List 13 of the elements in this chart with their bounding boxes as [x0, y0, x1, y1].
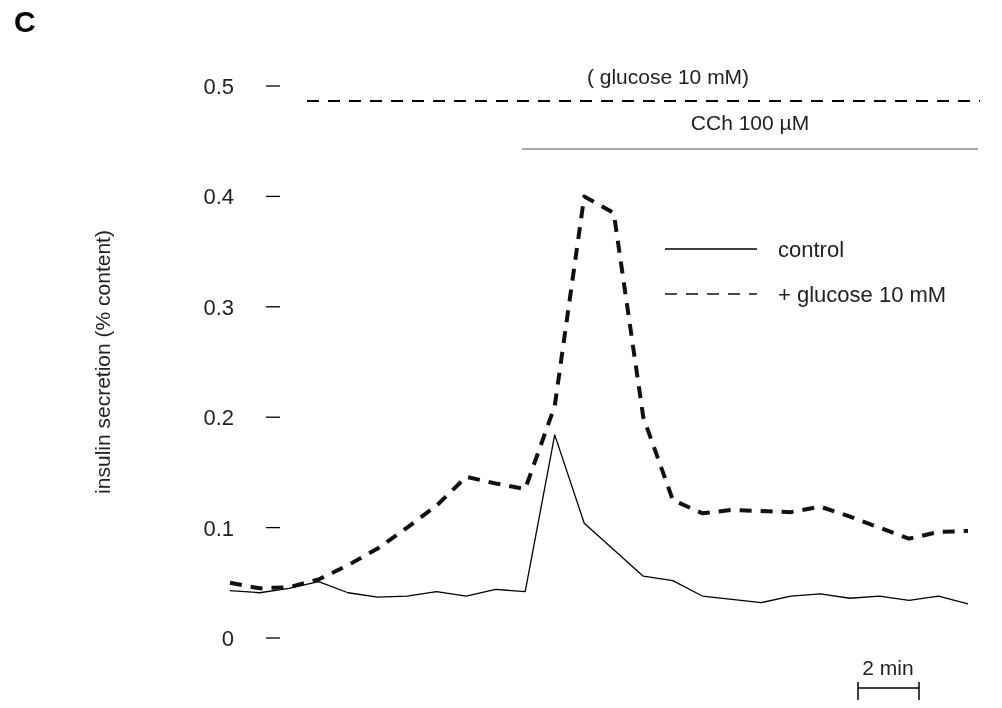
y-tick-label: 0.2 — [203, 405, 234, 431]
legend-label: + glucose 10 mM — [778, 282, 947, 307]
legend-label: control — [778, 237, 845, 262]
y-tick-label: 0.3 — [203, 294, 234, 320]
annotation: ( glucose 10 mM) — [586, 65, 750, 88]
y-tick-label: 0.5 — [203, 74, 234, 99]
annotation: CCh 100 µM — [690, 111, 810, 134]
chart-title: C — [14, 5, 36, 38]
y-tick-label: 0.4 — [203, 184, 234, 210]
y-axis-title: insulin secretion (% content) — [91, 230, 114, 494]
text: 2 min — [862, 656, 914, 679]
y-tick-label: 0 — [221, 626, 234, 651]
y-tick-label: 0.1 — [203, 515, 234, 541]
